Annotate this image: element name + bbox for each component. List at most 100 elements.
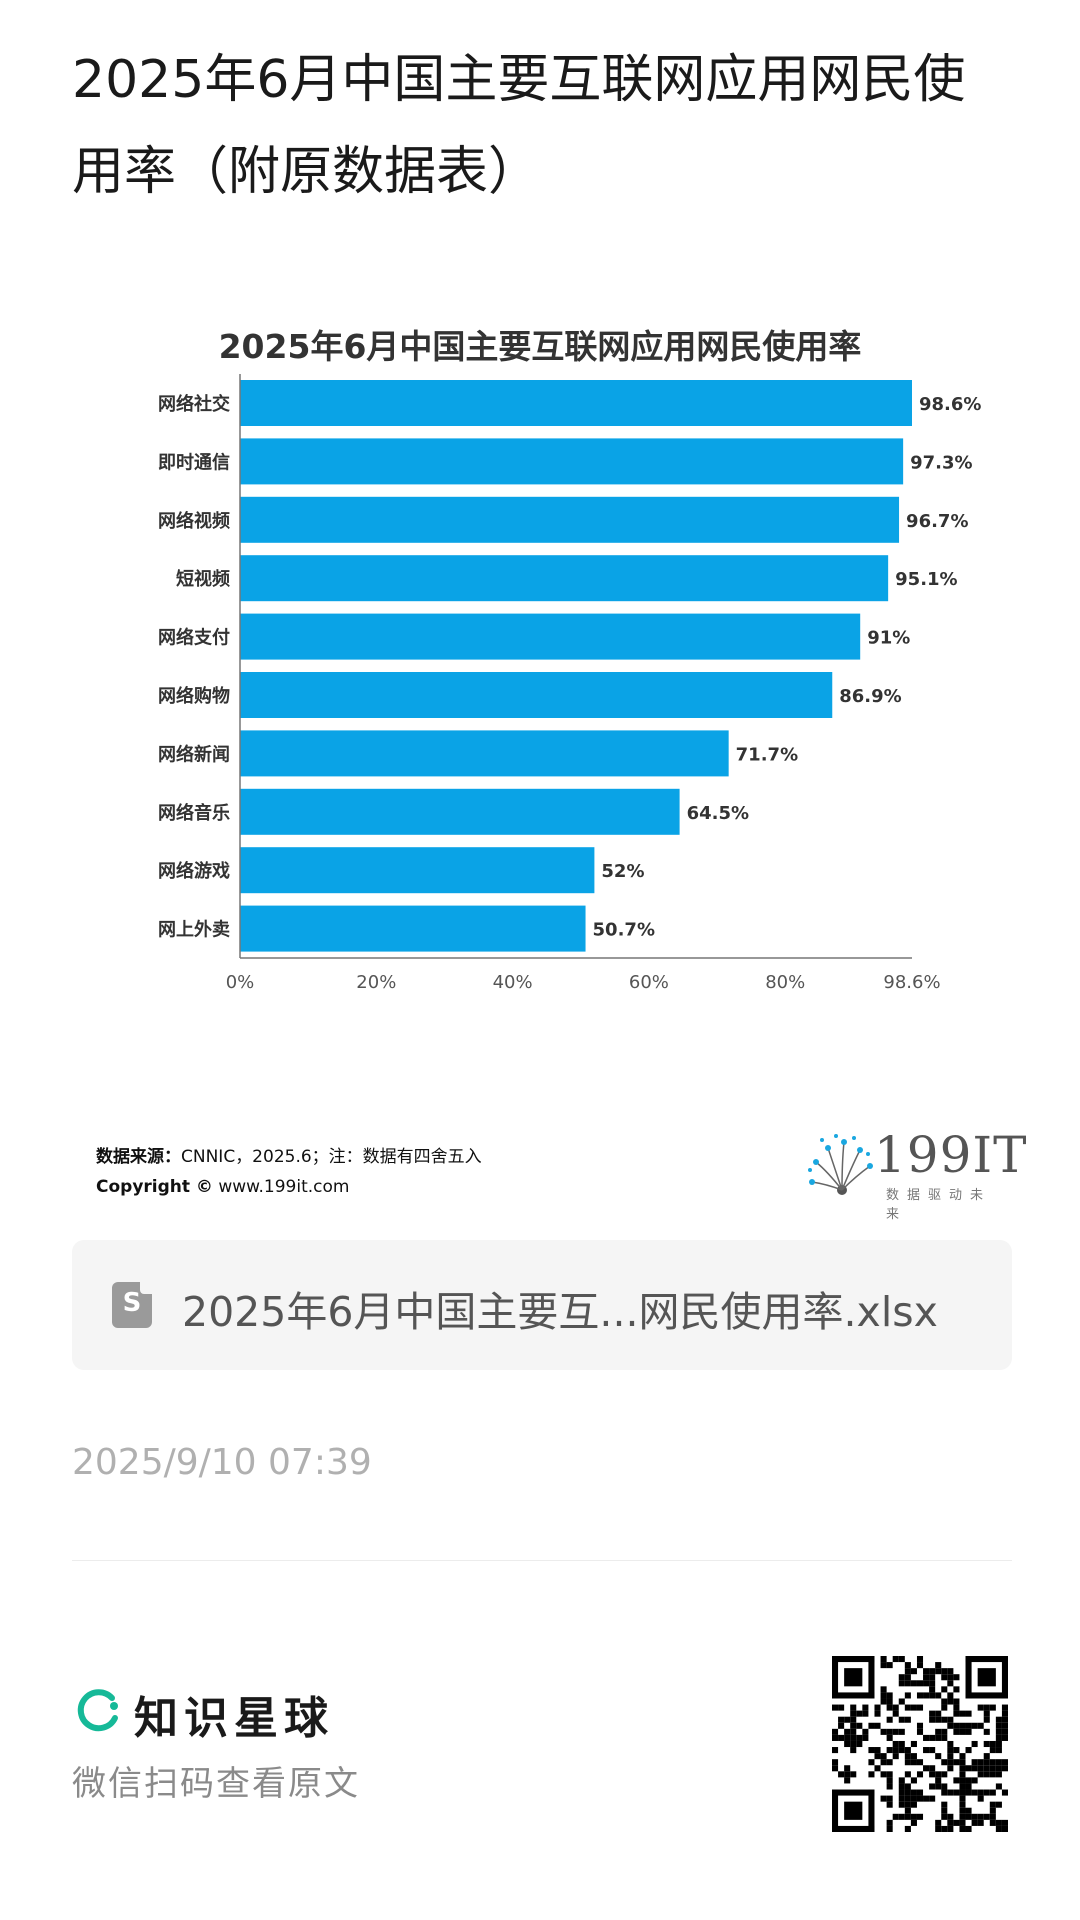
qr-module — [832, 1789, 875, 1796]
qr-module — [929, 1771, 936, 1778]
qr-module — [916, 1656, 924, 1663]
qr-module — [844, 1777, 851, 1784]
qr-module — [923, 1747, 930, 1754]
qr-module — [995, 1783, 1002, 1790]
qr-module — [1001, 1825, 1008, 1832]
qr-module — [935, 1734, 942, 1741]
category-label: 网络视频 — [158, 510, 230, 532]
qr-module — [995, 1728, 1002, 1735]
qr-module — [904, 1783, 911, 1790]
qr-module — [929, 1674, 936, 1681]
qr-module — [880, 1728, 887, 1735]
qr-module — [983, 1716, 990, 1723]
qr-module — [844, 1771, 851, 1778]
qr-module — [850, 1734, 857, 1741]
qr-module — [989, 1819, 996, 1826]
qr-module — [850, 1771, 857, 1778]
qr-module — [965, 1656, 972, 1699]
qr-module — [995, 1740, 1002, 1748]
chart-title: 2025年6月中国主要互联网应用网民使用率 — [218, 327, 862, 366]
qr-module — [838, 1722, 845, 1729]
qr-module — [977, 1813, 984, 1820]
qr-module — [904, 1704, 911, 1711]
qr-module — [832, 1747, 839, 1754]
qr-module — [983, 1813, 990, 1820]
qr-module — [935, 1771, 942, 1778]
file-attachment[interactable]: S 2025年6月中国主要互...网民使用率.xlsx — [72, 1240, 1012, 1370]
qr-module — [838, 1771, 845, 1778]
qr-module — [910, 1801, 917, 1808]
qr-module — [874, 1710, 881, 1717]
bar — [240, 555, 889, 602]
qr-module — [977, 1819, 984, 1826]
qr-module — [971, 1777, 978, 1784]
qr-module — [935, 1710, 942, 1717]
value-label: 96.7% — [906, 511, 968, 532]
qr-module — [838, 1716, 845, 1723]
qr-module — [989, 1759, 996, 1766]
value-label: 91% — [867, 628, 910, 649]
qr-module — [965, 1777, 972, 1784]
qr-module — [850, 1722, 857, 1729]
qr-module — [935, 1777, 942, 1784]
qr-module — [856, 1740, 863, 1748]
qr-module — [838, 1734, 845, 1741]
qr-module — [941, 1728, 948, 1735]
qr-module — [910, 1819, 917, 1826]
qr-module — [1001, 1789, 1008, 1796]
qr-module — [1001, 1722, 1008, 1729]
qr-module — [904, 1789, 911, 1796]
qr-module — [838, 1704, 845, 1711]
qr-module — [935, 1662, 942, 1669]
qr-module — [916, 1759, 924, 1766]
qr-module — [941, 1801, 948, 1808]
qr-module — [959, 1728, 966, 1735]
qr-module — [947, 1825, 954, 1832]
spreadsheet-file-icon: S — [112, 1282, 152, 1328]
qr-module — [832, 1789, 839, 1832]
qr-module — [844, 1668, 863, 1687]
qr-module — [941, 1789, 948, 1796]
qr-module — [916, 1813, 924, 1820]
qr-module — [892, 1813, 899, 1820]
qr-module — [850, 1728, 857, 1735]
qr-module — [874, 1747, 881, 1754]
qr-module — [989, 1789, 996, 1796]
qr-module — [923, 1765, 930, 1772]
qr-module — [983, 1759, 990, 1766]
qr-module — [959, 1813, 966, 1820]
qr-module — [959, 1759, 966, 1766]
qr-module — [892, 1656, 899, 1663]
logo-199it: 199IT 数据驱动未来 — [808, 1126, 1027, 1222]
qr-module — [886, 1704, 893, 1711]
qr-module — [856, 1710, 863, 1717]
qr-module — [995, 1759, 1002, 1766]
qr-module — [856, 1734, 863, 1741]
qr-module — [953, 1789, 960, 1796]
qr-module — [953, 1710, 960, 1717]
qr-module — [910, 1704, 917, 1711]
qr-module — [995, 1819, 1002, 1826]
bar — [240, 496, 900, 543]
qr-module — [965, 1747, 972, 1754]
qr-module — [941, 1759, 948, 1766]
qr-module — [886, 1777, 893, 1784]
x-tick-label: 0% — [226, 972, 255, 993]
qr-module — [898, 1783, 905, 1790]
qr-module — [910, 1668, 917, 1675]
qr-module — [874, 1753, 881, 1760]
qr-module — [880, 1692, 887, 1699]
qr-module — [868, 1789, 875, 1832]
qr-module — [947, 1747, 954, 1754]
qr-code[interactable] — [832, 1656, 1008, 1832]
qr-module — [898, 1813, 905, 1820]
qr-module — [929, 1692, 936, 1699]
qr-module — [929, 1680, 936, 1687]
qr-module — [904, 1753, 911, 1760]
qr-module — [941, 1807, 948, 1814]
qr-module — [935, 1716, 942, 1723]
qr-module — [904, 1747, 911, 1754]
qr-module — [923, 1668, 930, 1675]
qr-module — [953, 1759, 960, 1766]
qr-module — [1001, 1704, 1008, 1711]
